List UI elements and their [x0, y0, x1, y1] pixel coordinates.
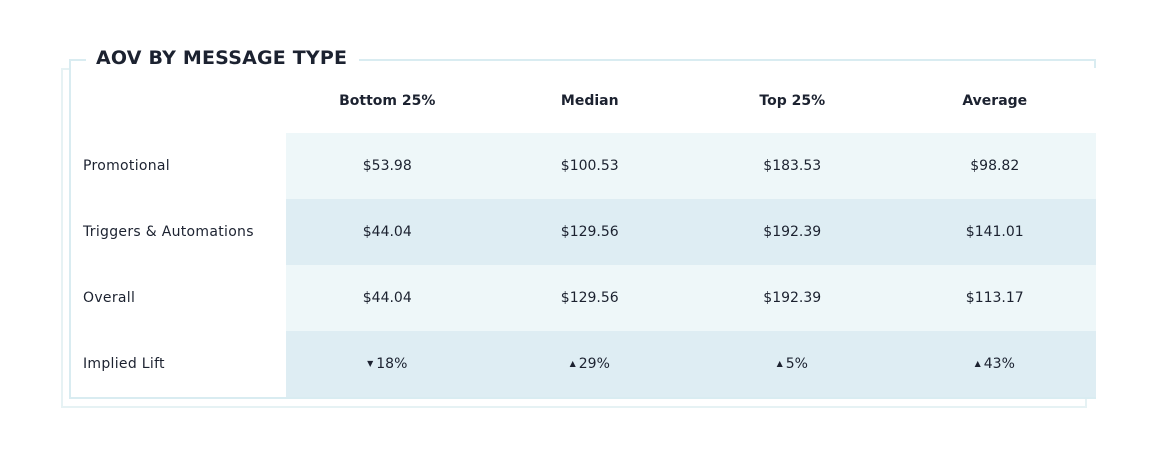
header-row: Bottom 25% Median Top 25% Average [71, 68, 1096, 133]
table-cell: ▲ 43% [893, 331, 1096, 397]
table-row-overall: Overall $44.04 $129.56 $192.39 $113.17 [71, 265, 1096, 331]
column-header-average: Average [893, 68, 1096, 133]
lift-value: 18% [376, 356, 408, 372]
row-label: Overall [71, 265, 286, 331]
lift-value: 5% [785, 356, 808, 372]
table-cell: $141.01 [893, 199, 1096, 265]
table-cell: $192.39 [691, 199, 894, 265]
table-cell: $53.98 [286, 133, 489, 199]
table-cell: $44.04 [286, 265, 489, 331]
table-cell: $129.56 [488, 265, 691, 331]
up-arrow-icon: ▲ [569, 358, 576, 368]
row-label: Promotional [71, 133, 286, 199]
table-cell: ▲ 29% [488, 331, 691, 397]
column-header-bottom-25: Bottom 25% [286, 68, 489, 133]
table-row-triggers: Triggers & Automations $44.04 $129.56 $1… [71, 199, 1096, 265]
row-label: Triggers & Automations [71, 199, 286, 265]
corner-header [71, 68, 286, 133]
table-cell: ▲ 5% [691, 331, 894, 397]
lift-value: 43% [983, 356, 1015, 372]
column-header-top-25: Top 25% [691, 68, 894, 133]
table-row-implied-lift: Implied Lift ▼ 18% ▲ 29% ▲ 5% ▲ 43% [71, 331, 1096, 397]
table-cell: $129.56 [488, 199, 691, 265]
row-label: Implied Lift [71, 331, 286, 397]
lift-value: 29% [578, 356, 610, 372]
aov-table: Bottom 25% Median Top 25% Average Promot… [71, 68, 1096, 397]
up-arrow-icon: ▲ [776, 358, 783, 368]
down-arrow-icon: ▼ [367, 358, 374, 368]
table-cell: $44.04 [286, 199, 489, 265]
table-cell: $183.53 [691, 133, 894, 199]
column-header-median: Median [488, 68, 691, 133]
table-row-promotional: Promotional $53.98 $100.53 $183.53 $98.8… [71, 133, 1096, 199]
table-cell: $100.53 [488, 133, 691, 199]
table-cell: $113.17 [893, 265, 1096, 331]
table-cell: $98.82 [893, 133, 1096, 199]
table-cell: ▼ 18% [286, 331, 489, 397]
table-cell: $192.39 [691, 265, 894, 331]
up-arrow-icon: ▲ [974, 358, 981, 368]
